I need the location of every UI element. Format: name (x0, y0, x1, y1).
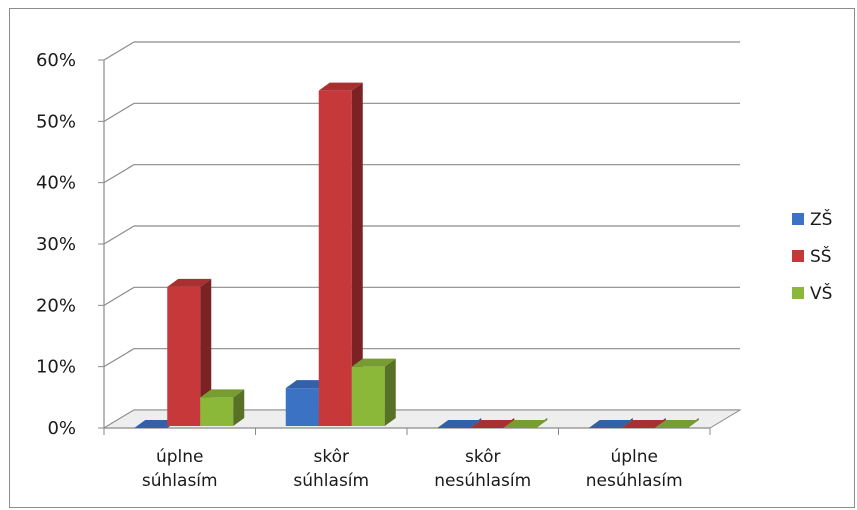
bar-VŠ-3 (654, 418, 699, 428)
bar-ZŠ-2 (437, 418, 482, 428)
x-category-label: úplne súhlasím (142, 447, 218, 491)
gridline-diagonal (103, 348, 135, 368)
bar-top (588, 420, 633, 428)
legend-swatch (792, 250, 804, 262)
x-category-label: skôr súhlasím (293, 447, 369, 491)
bar-VŠ-0 (200, 389, 245, 426)
x-category-label: úplne nesúhlasím (586, 447, 683, 491)
bar-top (621, 420, 666, 428)
bar-side (200, 278, 212, 426)
legend-swatch (792, 213, 804, 225)
bar-front (318, 90, 352, 427)
gridline-diagonal (103, 225, 135, 245)
y-tick-label: 20% (36, 295, 76, 316)
y-tick-labels: 0% 10% 20% 30% 40% 50% 60% (36, 50, 76, 439)
legend-label: ZŠ (810, 208, 832, 230)
bar-SŠ-3 (621, 418, 666, 428)
legend-swatch (792, 287, 804, 299)
bar-front (285, 388, 319, 426)
bar-top (470, 420, 515, 428)
bar-top (167, 278, 212, 287)
bar-side (233, 389, 245, 426)
y-tick-label: 0% (47, 418, 76, 439)
bar-front (167, 286, 201, 426)
x-category-labels: úplne súhlasím skôr súhlasím skôr nesúhlasím ú… (142, 447, 683, 491)
bar-top (351, 358, 396, 367)
bar-front (351, 366, 385, 426)
y-tick-label: 10% (36, 357, 76, 378)
bars (134, 82, 699, 428)
legend: ZŠ SŠ VŠ (792, 208, 832, 304)
gridline-diagonal (103, 286, 135, 306)
bar-front (200, 397, 234, 426)
bar-SŠ-2 (470, 418, 515, 428)
bar-SŠ-1 (318, 82, 363, 427)
legend-label: SŠ (810, 245, 832, 267)
bar-top (200, 389, 245, 398)
bar-VŠ-2 (503, 418, 548, 428)
bar-top (654, 420, 699, 428)
x-category-label: skôr nesúhlasím (434, 447, 531, 491)
gridline-diagonal (103, 102, 135, 122)
bar-ZŠ-3 (588, 418, 633, 428)
bar-top (318, 82, 363, 91)
bar-side (384, 358, 396, 426)
y-tick-label: 30% (36, 234, 76, 255)
y-tick-label: 40% (36, 173, 76, 194)
bar-top (503, 420, 548, 428)
legend-label: VŠ (810, 282, 832, 304)
bar-VŠ-1 (351, 358, 396, 426)
bar-SŠ-0 (167, 278, 212, 426)
y-tick-label: 50% (36, 111, 76, 132)
gridline-diagonal (103, 41, 135, 61)
bar-top (437, 420, 482, 428)
axes (98, 59, 742, 435)
y-tick-label: 60% (36, 50, 76, 71)
gridline-diagonal (103, 164, 135, 184)
bar-side (351, 82, 363, 427)
